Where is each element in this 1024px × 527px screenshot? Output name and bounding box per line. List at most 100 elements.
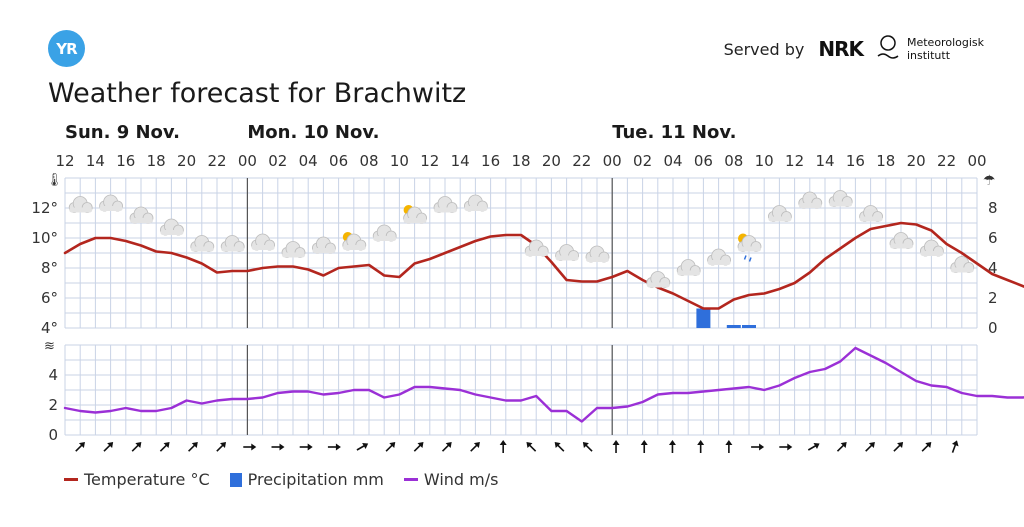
wind-direction-arrow — [526, 442, 537, 452]
cloudy-icon — [190, 235, 215, 252]
page-title: Weather forecast for Brachwitz — [48, 78, 467, 109]
hour-tick-label: 22 — [207, 152, 226, 170]
wind-direction-arrow — [216, 442, 227, 452]
wind-direction-arrow — [865, 442, 875, 452]
wind-direction-arrow — [499, 440, 507, 453]
nrk-logo[interactable]: NRK — [818, 37, 864, 61]
cloudy-icon — [129, 206, 154, 224]
legend-wind[interactable]: Wind m/s — [403, 470, 499, 489]
wind-direction-arrow — [836, 442, 847, 452]
precipitation-bar — [696, 308, 711, 328]
cloudy-icon — [99, 194, 123, 212]
hour-tick-label: 00 — [238, 152, 257, 170]
cloudy-icon — [433, 196, 458, 213]
cloudy-icon — [828, 190, 853, 207]
legend-temperature[interactable]: Temperature °C — [64, 470, 210, 489]
wind-direction-arrow — [188, 442, 198, 452]
wind-tick-label: 0 — [48, 426, 58, 444]
clear-night-icon — [621, 261, 630, 278]
temperature-tick-label: 10° — [31, 229, 58, 247]
temperature-tick-label: 4° — [41, 319, 58, 337]
legend-temperature-label: Temperature °C — [84, 470, 210, 489]
wind-direction-arrow — [413, 442, 424, 452]
hour-tick-label: 20 — [177, 152, 196, 170]
hour-tick-label: 16 — [481, 152, 500, 170]
hour-tick-label: 16 — [846, 152, 865, 170]
wind-direction-arrow — [725, 440, 733, 453]
wind-direction-arrow — [668, 440, 676, 453]
wind-direction-arrow — [441, 442, 452, 452]
day-label: Tue. 11 Nov. — [612, 122, 736, 143]
wind-direction-arrow — [779, 443, 793, 451]
wind-direction-arrow — [921, 442, 932, 452]
cloudy-icon — [555, 244, 579, 261]
precipitation-tick-label: 2 — [988, 289, 998, 307]
wind-direction-arrow — [75, 442, 85, 452]
cloudy-icon — [463, 194, 488, 212]
partly-cloudy-day-icon — [342, 232, 367, 251]
hour-tick-label: 08 — [359, 152, 378, 170]
day-label: Mon. 10 Nov. — [247, 122, 379, 143]
hour-tick-label: 14 — [815, 152, 834, 170]
wind-direction-arrow — [103, 442, 114, 452]
precipitation-tick-label: 4 — [988, 259, 998, 277]
partly-cloudy-night-icon — [889, 229, 914, 249]
precipitation-bar — [742, 325, 756, 328]
partly-cloudy-night-icon — [159, 216, 184, 236]
hour-tick-label: 00 — [967, 152, 986, 170]
legend-wind-label: Wind m/s — [423, 470, 499, 489]
legend-precipitation-label: Precipitation mm — [247, 470, 384, 489]
wind-direction-arrow — [554, 442, 565, 452]
hour-tick-label: 10 — [755, 152, 774, 170]
hour-tick-label: 16 — [116, 152, 135, 170]
clear-night-icon — [500, 218, 509, 234]
temperature-tick-label: 6° — [41, 289, 58, 307]
hour-tick-label: 18 — [876, 152, 895, 170]
cloudy-icon — [676, 259, 701, 276]
umbrella-icon: ☂ — [983, 173, 996, 189]
cloudy-icon — [768, 205, 792, 222]
hour-tick-label: 20 — [907, 152, 926, 170]
met-line-2: institutt — [906, 49, 951, 62]
temperature-line — [63, 221, 1024, 310]
wind-tick-label: 2 — [48, 396, 58, 414]
partly-cloudy-day-icon — [403, 205, 428, 224]
hour-tick-label: 06 — [694, 152, 713, 170]
legend-precipitation[interactable]: Precipitation mm — [229, 470, 384, 489]
wind-direction-arrow — [582, 442, 593, 452]
wind-direction-arrow — [951, 440, 959, 453]
temperature-tick-label: 12° — [31, 199, 58, 217]
hour-tick-label: 22 — [937, 152, 956, 170]
served-by-label: Served by — [723, 39, 805, 59]
wind-line — [63, 346, 1024, 423]
partly-cloudy-night-icon — [920, 237, 944, 257]
served-by: Served by NRK Meteorologisk institutt — [724, 34, 984, 64]
met-logo-text: Meteorologisk institutt — [907, 36, 984, 62]
rain-day-icon — [737, 233, 762, 262]
wind-direction-arrow — [131, 442, 142, 452]
hour-tick-label: 08 — [724, 152, 743, 170]
day-label: Sun. 9 Nov. — [65, 122, 180, 143]
hour-tick-label: 02 — [633, 152, 652, 170]
hour-tick-label: 14 — [86, 152, 105, 170]
hour-tick-label: 20 — [542, 152, 561, 170]
cloudy-icon — [311, 236, 336, 254]
hour-tick-label: 18 — [511, 152, 530, 170]
precipitation-bar — [726, 325, 741, 328]
legend-precipitation-swatch — [229, 472, 242, 487]
hour-tick-label: 04 — [299, 152, 318, 170]
wind-direction-arrow — [751, 443, 765, 451]
legend-temperature-swatch — [64, 478, 78, 481]
hour-tick-label: 14 — [451, 152, 470, 170]
wind-direction-arrow — [640, 440, 648, 453]
precipitation-tick-label: 6 — [988, 229, 998, 247]
chart-legend: Temperature °C Precipitation mm Wind m/s — [64, 470, 498, 489]
met-institute-logo[interactable]: Meteorologisk institutt — [877, 34, 984, 64]
wind-direction-arrow — [807, 442, 820, 451]
temperature-tick-label: 8° — [41, 259, 58, 277]
cloudy-icon — [524, 239, 549, 257]
legend-wind-swatch — [403, 478, 418, 481]
yr-logo[interactable]: YR — [48, 30, 85, 67]
forecast-chart: Sun. 9 Nov. Mon. 10 Nov. Tue. 11 Nov. 12 14 1… — [31, 122, 1024, 453]
hour-tick-label: 12 — [785, 152, 804, 170]
